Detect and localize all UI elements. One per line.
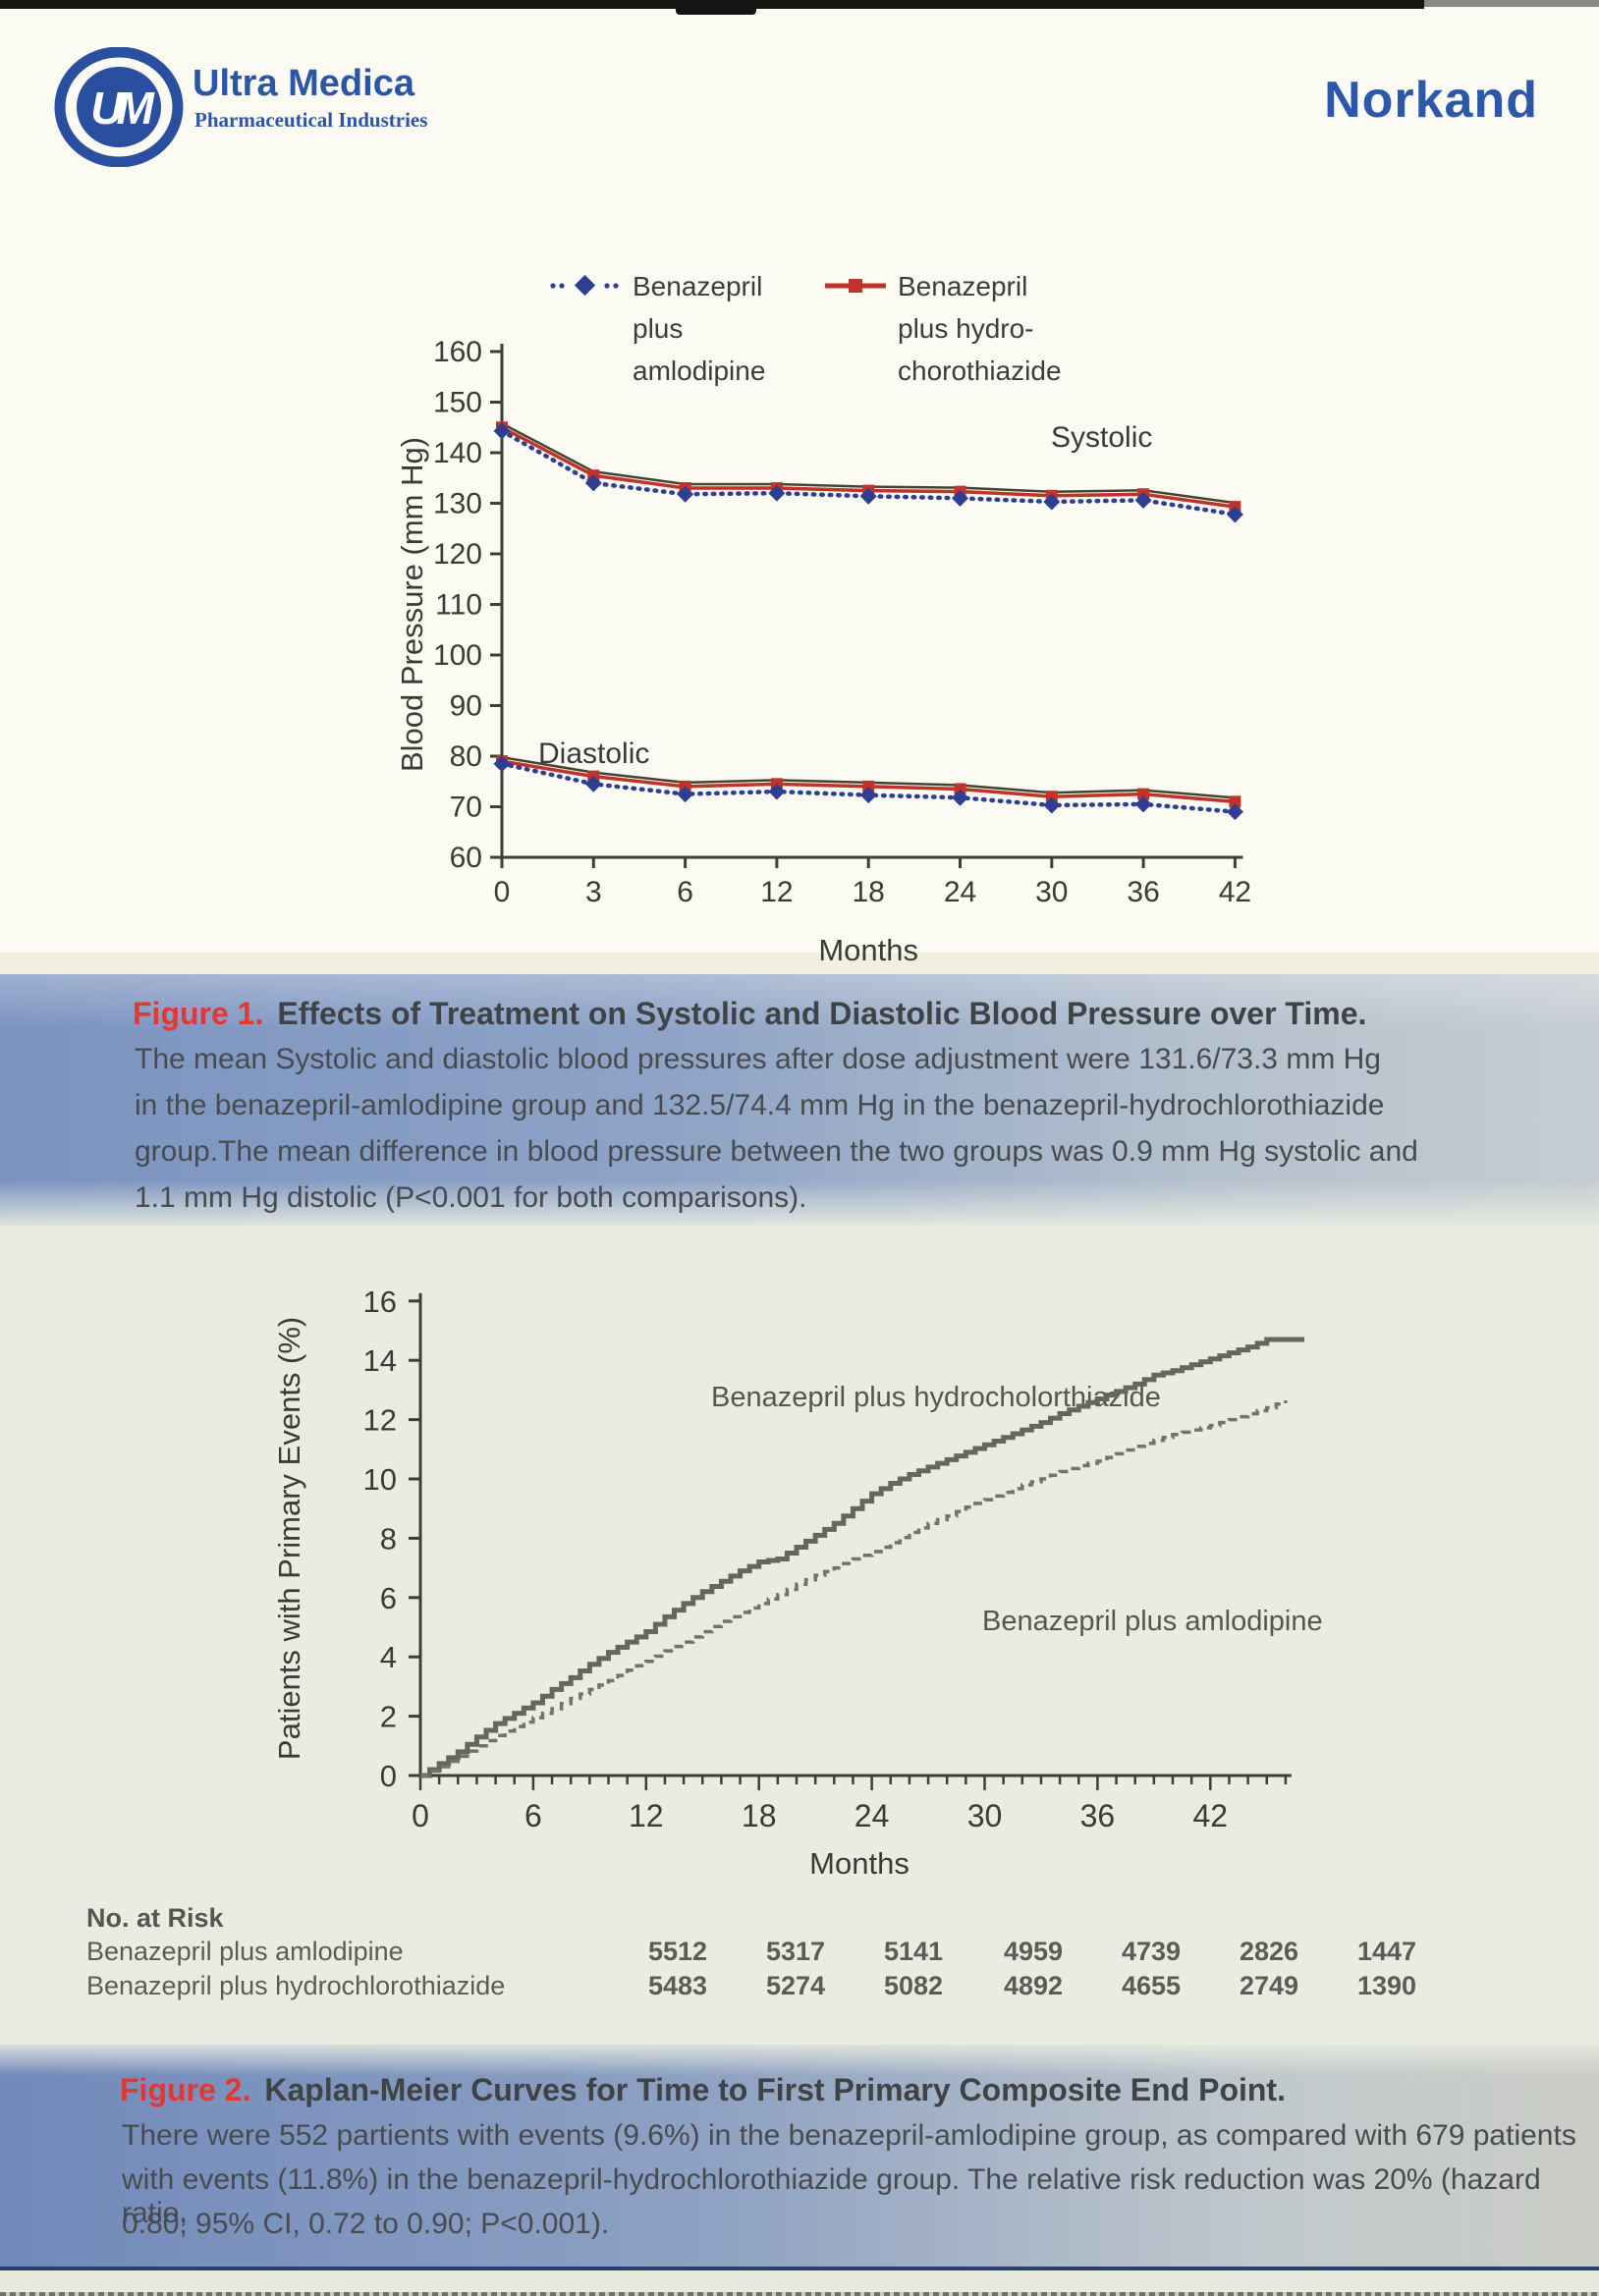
svg-text:Systolic: Systolic — [1051, 421, 1152, 454]
company-name: Ultra Medica — [193, 63, 414, 104]
figure1-caption-line: group.The mean difference in blood press… — [135, 1135, 1418, 1168]
scan-top-notch — [676, 0, 756, 15]
svg-text:0: 0 — [494, 876, 511, 908]
legend-marker-amlodipine-icon — [550, 275, 619, 297]
legend-label: Benazepril plus amlodipine — [633, 265, 765, 392]
company-tagline: Pharmaceutical Industries — [194, 108, 428, 132]
svg-text:70: 70 — [450, 792, 482, 824]
ultra-medica-logo: UM — [54, 47, 184, 167]
figure2-tag: Figure 2. — [120, 2072, 251, 2107]
figure1-caption-line: 1.1 mm Hg distolic (P<0.001 for both com… — [135, 1181, 807, 1214]
svg-text:60: 60 — [450, 842, 482, 874]
risk-value: 4892 — [1003, 1971, 1064, 2000]
svg-text:12: 12 — [760, 876, 793, 908]
risk-row-label: Benazepril plus hydrochlorothiazide — [86, 1971, 506, 2000]
figure2-caption-line: There were 552 partients with events (9.… — [122, 2119, 1576, 2152]
svg-text:160: 160 — [433, 336, 482, 368]
svg-text:Blood Pressure (mm Hg): Blood Pressure (mm Hg) — [395, 437, 429, 772]
figure2-caption-line: 0.80; 95% CI, 0.72 to 0.90; P<0.001). — [122, 2208, 610, 2240]
svg-text:18: 18 — [853, 876, 885, 908]
svg-text:80: 80 — [450, 740, 482, 773]
svg-text:Diastolic: Diastolic — [538, 738, 649, 770]
svg-text:150: 150 — [433, 387, 482, 419]
svg-text:110: 110 — [435, 589, 482, 622]
product-name: Norkand — [1324, 72, 1538, 129]
svg-text:30: 30 — [1035, 876, 1068, 908]
risk-value: 5483 — [647, 1971, 708, 2000]
svg-text:6: 6 — [677, 876, 693, 908]
svg-text:3: 3 — [585, 876, 602, 908]
figure2-title-text: Kaplan-Meier Curves for Time to First Pr… — [264, 2072, 1286, 2107]
figure1-caption-line: The mean Systolic and diastolic blood pr… — [135, 1043, 1381, 1075]
figure2-caption-band: Figure 2. Kaplan-Meier Curves for Time to… — [0, 2045, 1599, 2270]
figure2-caption-line: with events (11.8%) in the benazepril-hy… — [122, 2163, 1541, 2229]
figure1-caption-line: in the benazepril-amlodipine group and 1… — [135, 1089, 1385, 1121]
figure1-caption-band: Figure 1. Effects of Treatment on Systoli… — [0, 974, 1599, 1226]
risk-value: 2749 — [1239, 1971, 1299, 2000]
legend-marker-hydrochlorothiazide-icon — [825, 279, 886, 293]
risk-value: 4655 — [1121, 1971, 1182, 2000]
risk-value: 5141 — [883, 1937, 944, 1966]
svg-text:130: 130 — [433, 488, 482, 520]
risk-value: 5274 — [765, 1971, 826, 2000]
legend-label: Benazepril plus hydro- chorothiazide — [898, 265, 1062, 392]
risk-value: 5082 — [883, 1971, 944, 2000]
scan-top-edge-right — [1424, 0, 1599, 7]
figure1-caption-title: Figure 1. Effects of Treatment on Systoli… — [133, 996, 1366, 1032]
svg-text:100: 100 — [433, 639, 482, 672]
svg-text:36: 36 — [1127, 876, 1159, 908]
legend-item-amlodipine: Benazepril plus amlodipine — [548, 265, 765, 392]
legend-label-line: Benazepril plus — [633, 271, 763, 344]
svg-text:140: 140 — [433, 437, 482, 469]
logo-monogram: UM — [90, 82, 155, 134]
risk-value: 4739 — [1121, 1937, 1182, 1966]
risk-value: 4959 — [1003, 1937, 1064, 1966]
risk-value: 2826 — [1239, 1937, 1299, 1966]
figure2-caption-title: Figure 2. Kaplan-Meier Curves for Time to… — [120, 2072, 1286, 2108]
svg-text:90: 90 — [450, 690, 482, 723]
svg-text:42: 42 — [1219, 876, 1251, 908]
figure1-title-text: Effects of Treatment on Systolic and Dia… — [277, 996, 1367, 1031]
risk-value: 1447 — [1356, 1937, 1417, 1966]
svg-text:120: 120 — [433, 538, 482, 571]
scan-bottom-edge — [0, 2292, 1599, 2296]
figure1-tag: Figure 1. — [133, 996, 264, 1031]
legend-label-line: Benazepril plus hydro- — [898, 271, 1034, 344]
risk-row-label: Benazepril plus amlodipine — [86, 1937, 404, 1966]
risk-value: 1390 — [1356, 1971, 1417, 2000]
divider-strip — [0, 953, 1599, 974]
svg-text:24: 24 — [944, 876, 976, 908]
legend-label-line: chorothiazide — [898, 355, 1062, 386]
legend-item-hydrochlorothiazide: Benazepril plus hydro- chorothiazide — [823, 265, 1062, 392]
bottom-strip — [0, 2270, 1599, 2296]
risk-table-header: No. at Risk — [86, 1903, 224, 1933]
risk-value: 5512 — [647, 1937, 708, 1966]
legend-label-line: amlodipine — [633, 355, 766, 386]
risk-value: 5317 — [765, 1937, 826, 1966]
figure2-panel — [0, 1226, 1599, 2045]
